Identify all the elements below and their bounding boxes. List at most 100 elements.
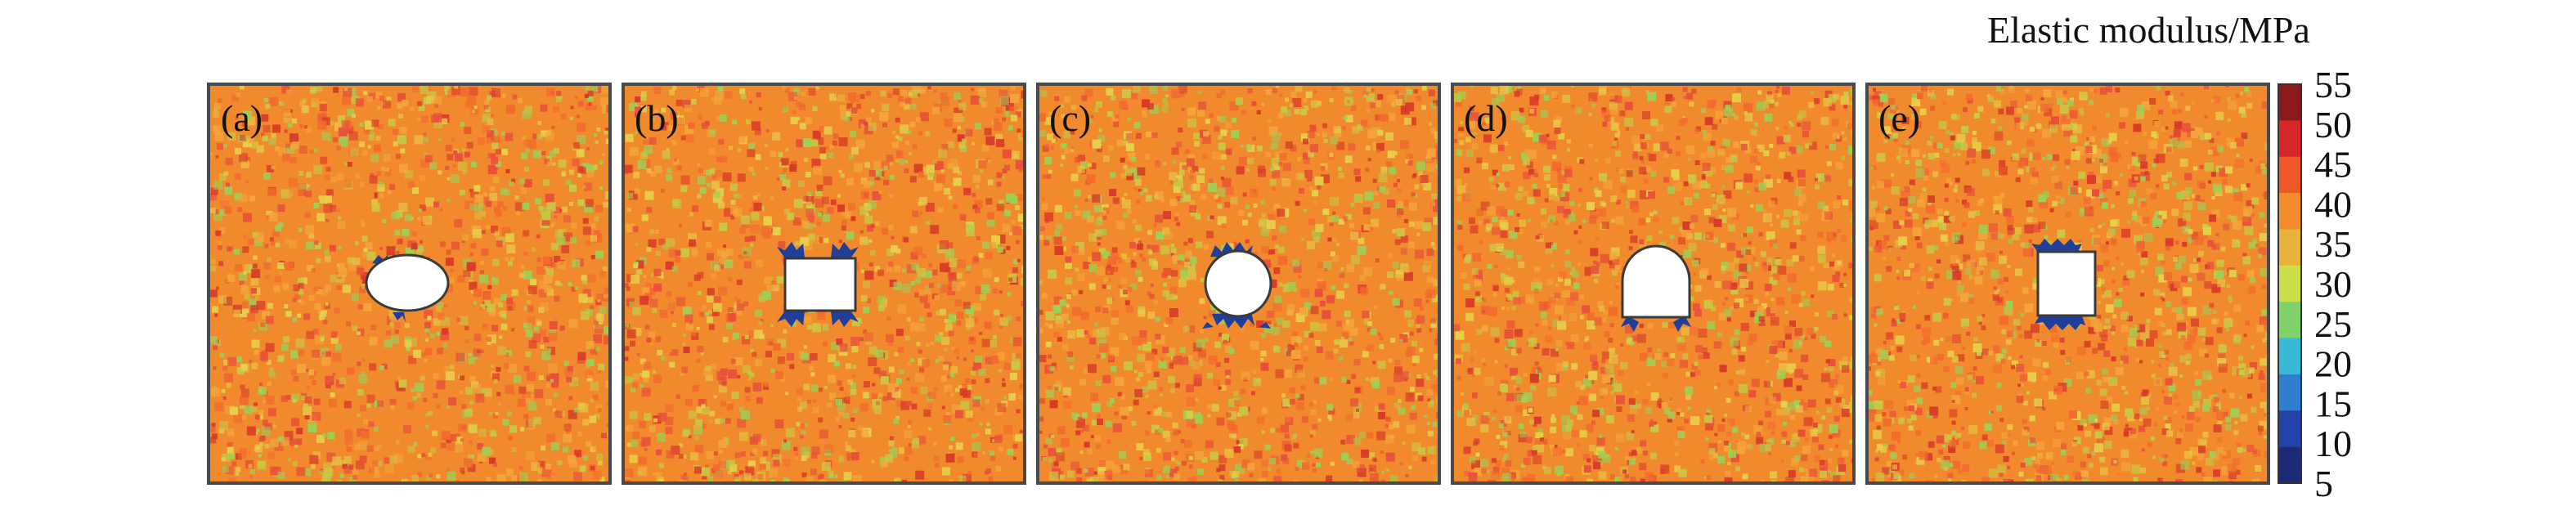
speckle [898, 447, 905, 455]
speckle [244, 405, 253, 414]
speckle [1007, 316, 1012, 321]
speckle [1084, 468, 1094, 477]
speckle [1011, 360, 1021, 370]
speckle [471, 161, 478, 168]
speckle [572, 258, 581, 267]
speckle [887, 341, 893, 347]
speckle [1340, 339, 1348, 348]
speckle [731, 392, 739, 399]
speckle [257, 231, 265, 240]
speckle [329, 244, 336, 252]
speckle [260, 322, 265, 328]
speckle [959, 213, 967, 221]
speckle [642, 287, 650, 295]
speckle [1156, 335, 1165, 345]
speckle [577, 431, 583, 437]
speckle [948, 195, 953, 200]
speckle [783, 329, 788, 334]
speckle [1044, 212, 1054, 222]
speckle [948, 330, 954, 337]
speckle [298, 289, 304, 295]
speckle [1070, 173, 1079, 181]
speckle [235, 147, 242, 154]
speckle [440, 331, 450, 341]
speckle [827, 374, 836, 383]
speckle [325, 218, 330, 222]
speckle [1384, 423, 1389, 428]
speckle [314, 335, 324, 345]
speckle [1784, 126, 1788, 130]
speckle [1053, 332, 1060, 338]
speckle [1039, 354, 1047, 362]
speckle [848, 154, 854, 159]
speckle [700, 467, 710, 477]
speckle [1015, 205, 1021, 210]
speckle [249, 469, 255, 474]
speckle [631, 275, 640, 284]
speckle [1299, 307, 1308, 316]
speckle [1055, 452, 1065, 462]
speckle [666, 148, 670, 152]
speckle [1535, 432, 1544, 441]
speckle [1658, 241, 1666, 249]
speckle [1110, 397, 1115, 403]
speckle [972, 399, 981, 407]
speckle [648, 341, 653, 346]
speckle [635, 260, 644, 269]
speckle [718, 202, 725, 209]
speckle [1184, 149, 1190, 154]
speckle [446, 405, 450, 409]
speckle [1543, 467, 1551, 475]
speckle [700, 352, 704, 356]
speckle [1721, 165, 1726, 171]
speckle [864, 271, 874, 280]
speckle [602, 104, 610, 114]
speckle [605, 128, 608, 132]
speckle [1275, 428, 1281, 433]
speckle [1798, 110, 1806, 119]
speckle [806, 325, 812, 330]
speckle [1610, 247, 1620, 257]
speckle [352, 293, 359, 302]
speckle [1815, 410, 1820, 414]
speckle [678, 454, 684, 459]
speckle [1102, 374, 1111, 383]
speckle [604, 325, 610, 334]
speckle [736, 299, 741, 304]
speckle [1135, 224, 1142, 231]
speckle [796, 139, 805, 148]
speckle [240, 135, 245, 141]
speckle [1235, 97, 1243, 105]
speckle [1523, 172, 1531, 180]
speckle [242, 246, 249, 253]
speckle [1424, 373, 1428, 377]
speckle [1392, 262, 1399, 269]
speckle [314, 242, 321, 249]
speckle [1088, 233, 1097, 242]
speckle [672, 86, 677, 90]
speckle [1608, 347, 1615, 355]
speckle [845, 445, 851, 451]
speckle [913, 163, 923, 173]
speckle [738, 136, 745, 143]
speckle [1329, 222, 1334, 226]
speckle [1260, 350, 1267, 356]
speckle [473, 229, 482, 239]
speckle [918, 196, 927, 205]
speckle [334, 307, 340, 314]
speckle [1742, 473, 1748, 480]
speckle [696, 406, 703, 414]
speckle [1708, 217, 1716, 224]
speckle [689, 239, 697, 247]
speckle [689, 212, 693, 217]
speckle [1598, 471, 1607, 480]
speckle [874, 406, 882, 414]
speckle [1794, 369, 1804, 378]
speckle [1787, 402, 1796, 411]
speckle [306, 330, 315, 339]
speckle [1528, 218, 1532, 222]
speckle [889, 162, 894, 167]
speckle [1194, 141, 1200, 147]
speckle [441, 316, 451, 326]
speckle [1577, 443, 1581, 447]
